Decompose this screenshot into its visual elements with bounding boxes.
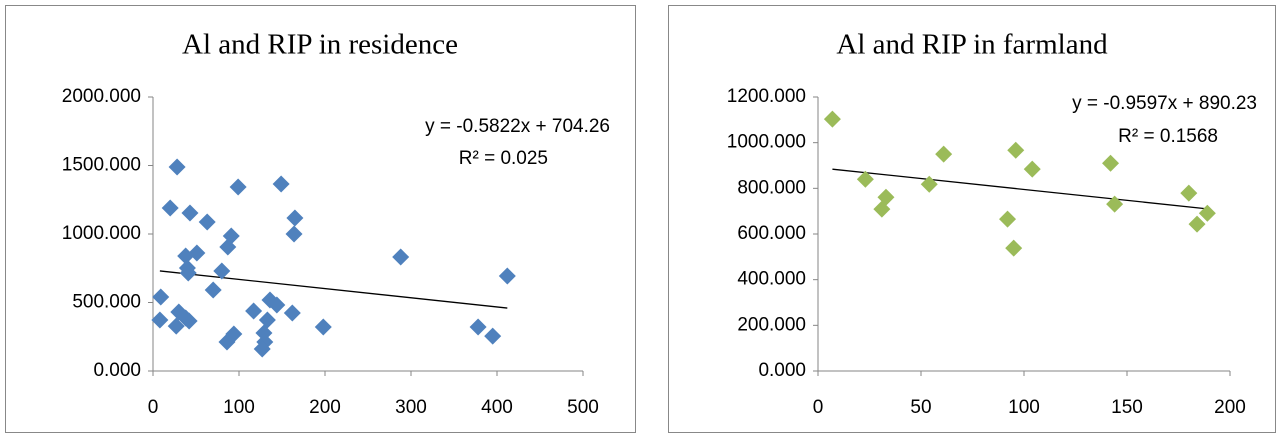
x-tick-label: 500 [567,397,599,418]
point [498,267,516,285]
point [180,312,198,330]
point [177,247,195,265]
point [151,311,169,329]
point [1102,154,1120,172]
point [920,175,938,193]
point [285,225,303,243]
trendline-equation: y = -0.9597x + 890.23 [1072,93,1257,114]
x-tick-label: 50 [910,397,931,418]
point [286,209,304,227]
point [1023,160,1041,178]
x-tick-label: 200 [1214,397,1246,418]
point [167,317,185,335]
point [1106,195,1124,213]
trendline [832,168,1208,210]
y-tick-label: 800.000 [737,177,806,198]
trendline-equation: y = -0.5822x + 704.26 [425,116,610,137]
x-tick-label: 300 [395,397,427,418]
x-tick-label: 150 [1111,397,1143,418]
x-tick-label: 400 [481,397,513,418]
y-tick-label: 0.000 [93,360,141,381]
chart-frame [668,5,1276,433]
point [253,340,271,358]
point [179,264,197,282]
point [283,304,301,322]
point [268,296,286,314]
y-tick-label: 1500.000 [62,155,141,176]
y-tick-label: 400.000 [737,269,806,290]
point [272,175,290,193]
y-tick-label: 1200.000 [727,86,806,107]
point [198,213,216,231]
trendline-r-squared: R² = 0.025 [459,148,548,169]
point [245,302,263,320]
point [213,262,231,280]
point [856,170,874,188]
point [1188,215,1206,233]
y-tick-label: 0.000 [758,360,806,381]
y-tick-label: 1000.000 [62,223,141,244]
point [161,199,179,217]
y-tick-label: 500.000 [72,292,141,313]
point [1180,184,1198,202]
y-tick-label: 200.000 [737,314,806,335]
x-tick-label: 0 [148,397,159,418]
x-tick-label: 0 [813,397,824,418]
y-tick-label: 2000.000 [62,86,141,107]
point [484,327,502,345]
point [229,178,247,196]
y-tick-label: 1000.000 [727,132,806,153]
point [823,110,841,128]
point [219,238,237,256]
point [469,318,487,336]
point [152,288,170,306]
trendline-r-squared: R² = 0.1568 [1118,126,1218,147]
chart-frame [5,5,636,433]
point [314,318,332,336]
chart-title: Al and RIP in residence [182,29,458,61]
x-tick-label: 100 [1008,397,1040,418]
point [168,158,186,176]
x-tick-label: 200 [309,397,341,418]
point [1005,239,1023,257]
trendline [159,270,508,309]
y-tick-label: 600.000 [737,223,806,244]
point [1198,204,1216,222]
point [935,145,953,163]
point [999,210,1017,228]
point [258,311,276,329]
point [1007,141,1025,159]
point [392,248,410,266]
chart-title: Al and RIP in farmland [836,29,1108,61]
point [181,204,199,222]
x-tick-label: 100 [223,397,255,418]
point [204,281,222,299]
point [873,200,891,218]
point [218,333,236,351]
